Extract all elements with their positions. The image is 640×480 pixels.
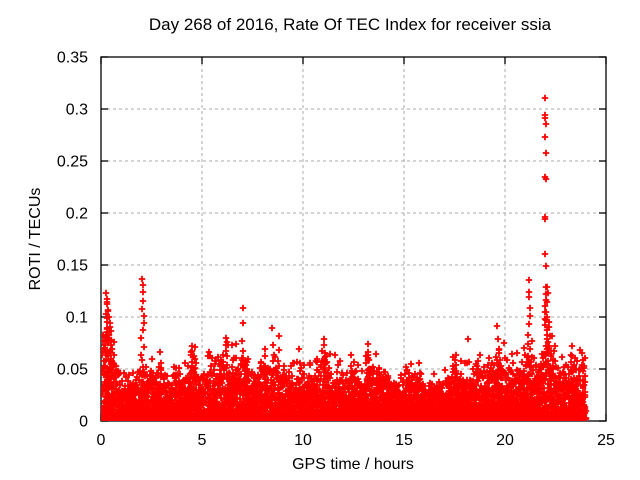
y-tick-label: 0.15 — [57, 258, 88, 275]
gridlines — [101, 57, 606, 421]
y-tick-labels: 0 0.05 0.1 0.15 0.2 0.25 0.3 0.35 — [57, 50, 88, 431]
y-tick-label: 0 — [79, 414, 88, 431]
x-tick-labels: 0 5 10 15 20 25 — [97, 432, 615, 449]
x-tick-label: 10 — [294, 432, 312, 449]
y-tick-label: 0.1 — [66, 310, 88, 327]
y-tick-label: 0.3 — [66, 102, 88, 119]
x-axis-label: GPS time / hours — [292, 456, 414, 473]
x-tick-label: 25 — [597, 432, 615, 449]
y-tick-label: 0.25 — [57, 154, 88, 171]
x-tick-label: 0 — [97, 432, 106, 449]
x-tick-label: 5 — [198, 432, 207, 449]
y-tick-label: 0.05 — [57, 362, 88, 379]
x-tick-label: 20 — [496, 432, 514, 449]
y-tick-label: 0.2 — [66, 206, 88, 223]
x-tick-label: 15 — [395, 432, 413, 449]
y-axis-label: ROTI / TECUs — [27, 188, 44, 291]
chart-title: Day 268 of 2016, Rate Of TEC Index for r… — [149, 15, 552, 34]
y-tick-label: 0.35 — [57, 50, 88, 67]
scatter-points — [101, 94, 590, 421]
